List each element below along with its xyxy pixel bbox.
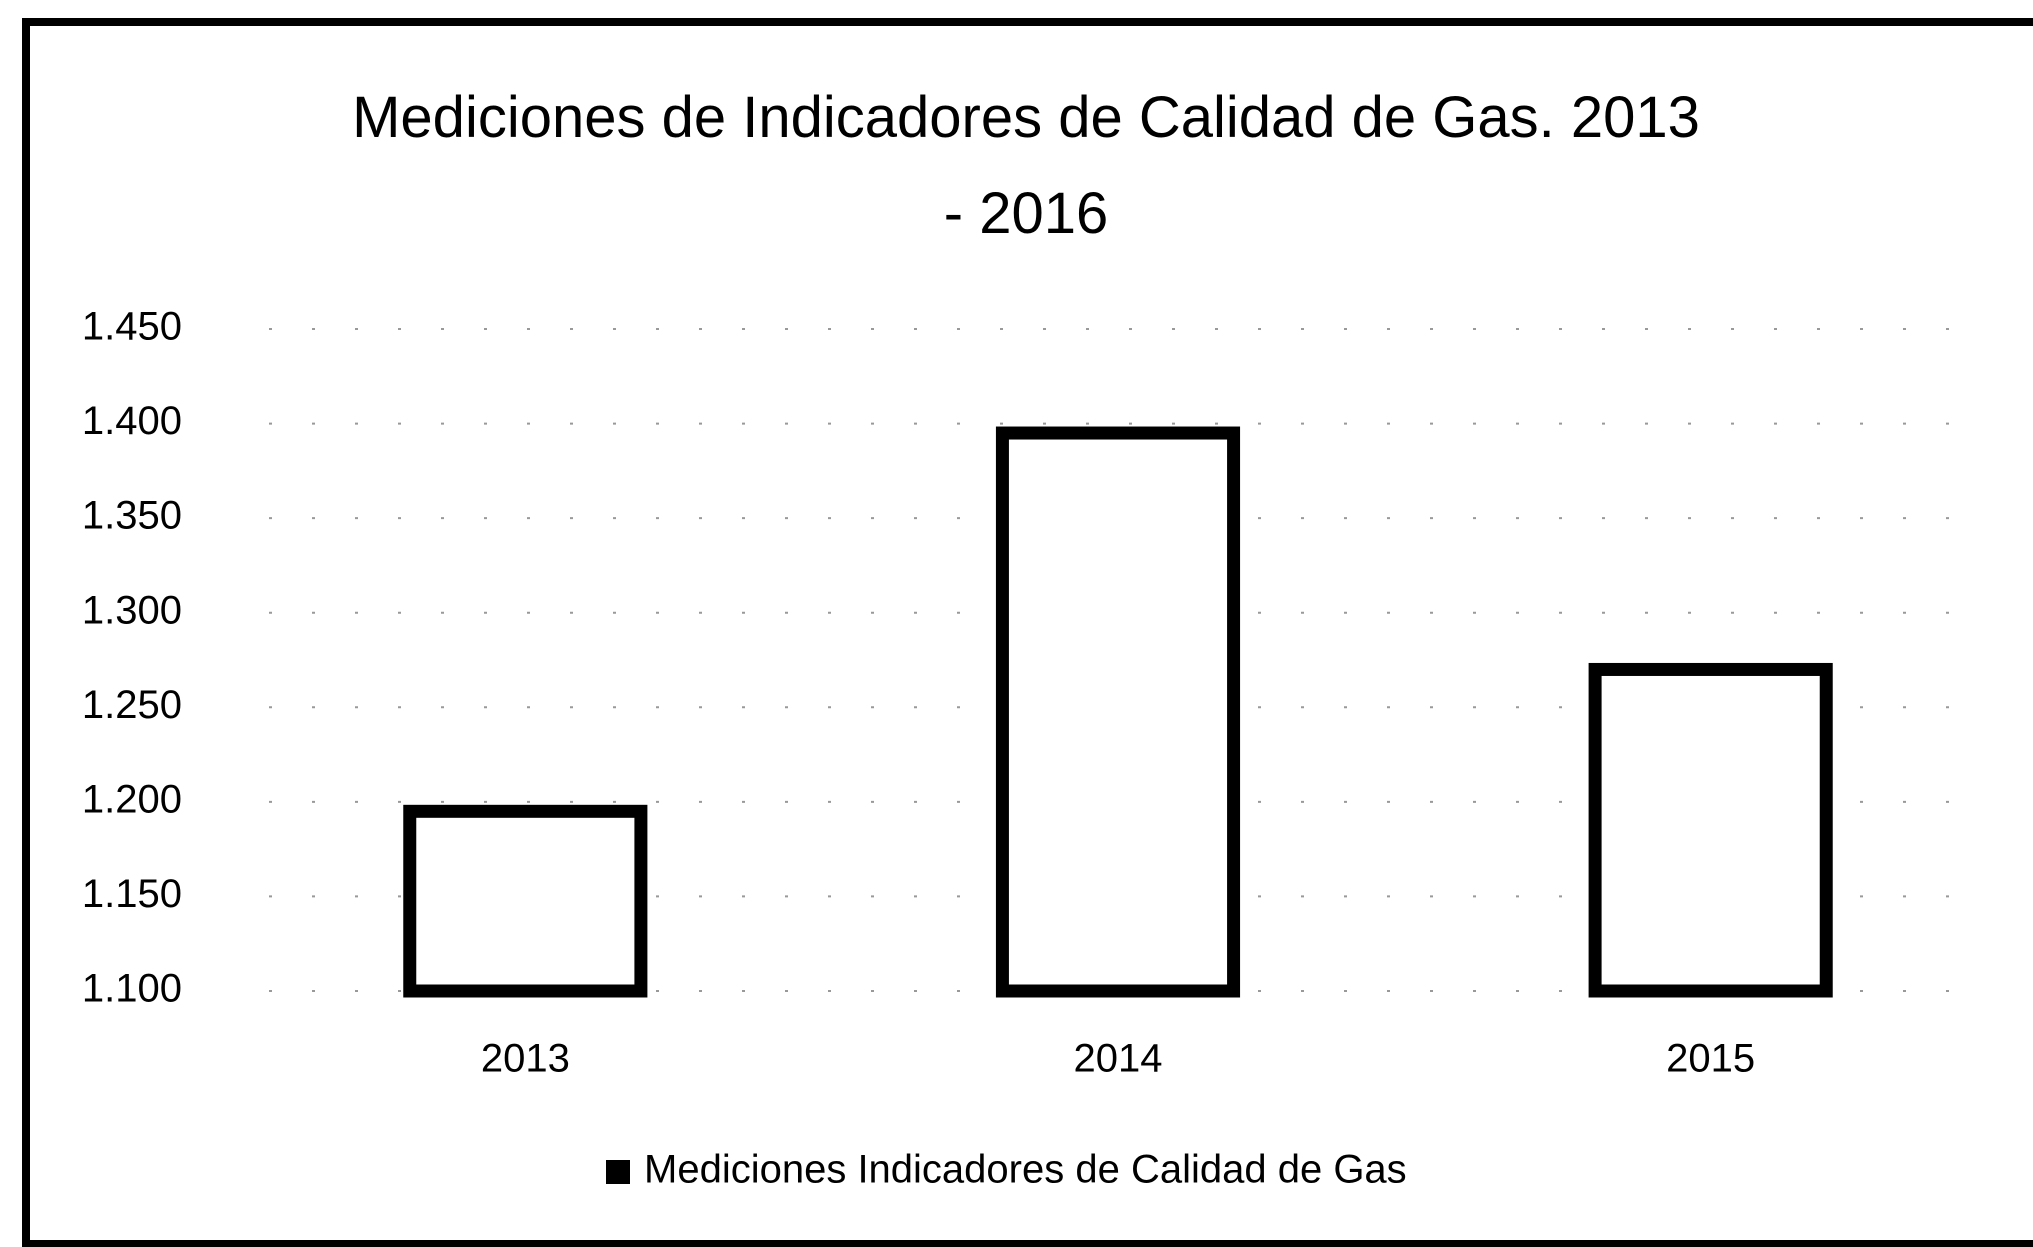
x-tick-label: 2015 xyxy=(1666,1037,1755,1081)
bar xyxy=(995,426,1241,998)
y-tick-label: 1.300 xyxy=(82,588,182,632)
legend-swatch xyxy=(606,1160,630,1184)
y-tick-label: 1.100 xyxy=(82,967,182,1011)
y-tick-label: 1.350 xyxy=(82,494,182,538)
y-tick-label: 1.400 xyxy=(82,399,182,443)
chart-title: Mediciones de Indicadores de Calidad de … xyxy=(352,85,1700,246)
bar xyxy=(1588,662,1833,998)
y-tick-label: 1.150 xyxy=(82,872,182,916)
y-tick-label: 1.200 xyxy=(82,777,182,821)
x-tick-label: 2013 xyxy=(481,1037,570,1081)
chart-frame xyxy=(22,18,2033,1247)
bar xyxy=(403,804,648,998)
y-tick-label: 1.450 xyxy=(82,305,182,349)
x-tick-label: 2014 xyxy=(1074,1037,1163,1081)
y-tick-label: 1.250 xyxy=(82,683,182,727)
legend-label: Mediciones Indicadores de Calidad de Gas xyxy=(644,1148,1407,1192)
